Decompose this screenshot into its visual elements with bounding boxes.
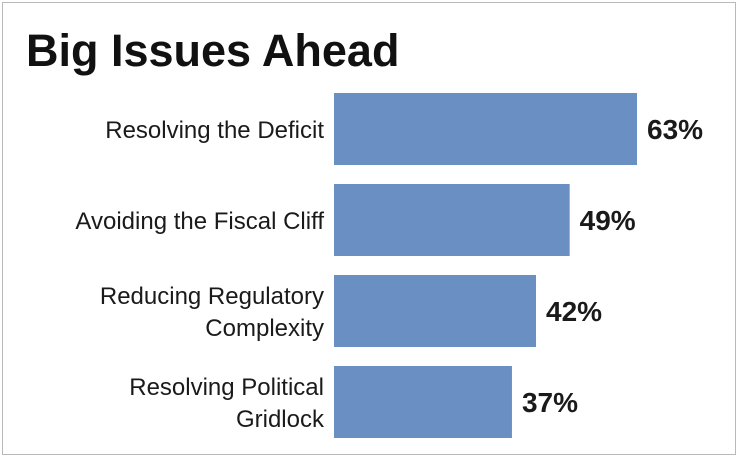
bar — [334, 93, 637, 165]
category-label: Reducing Regulatory — [100, 283, 324, 310]
bar — [334, 275, 536, 347]
category-label: Gridlock — [236, 406, 325, 433]
bars-layer: 63% Resolving the Deficit 49% Avoiding the … — [75, 93, 703, 438]
value-label: 63% — [647, 114, 703, 145]
bar — [334, 366, 512, 438]
category-label: Resolving the Deficit — [105, 117, 324, 144]
value-label: 42% — [546, 296, 602, 327]
category-label: Resolving Political — [129, 374, 324, 401]
category-label: Complexity — [205, 315, 324, 342]
value-label: 37% — [522, 387, 578, 418]
bar — [334, 184, 570, 256]
chart-title: Big Issues Ahead — [26, 25, 399, 76]
value-label: 49% — [580, 205, 636, 236]
category-label: Avoiding the Fiscal Cliff — [75, 208, 324, 235]
